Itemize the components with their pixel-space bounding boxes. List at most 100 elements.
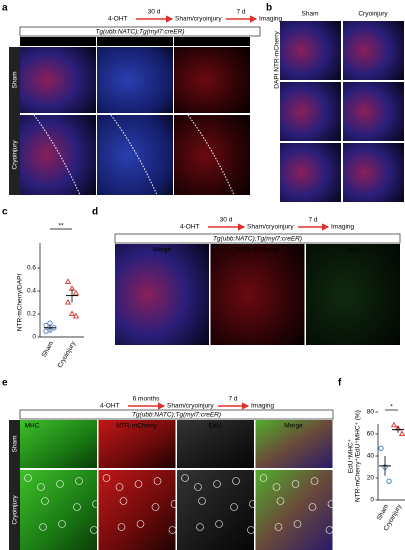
micrograph [255, 470, 333, 550]
edu-circle [115, 483, 124, 491]
timeline-end: Imaging [259, 16, 283, 23]
edu-circle [181, 474, 189, 482]
edu-circle [58, 520, 66, 528]
data-point [398, 430, 405, 437]
timeline-interval: 6 months [133, 396, 160, 403]
panel-label: b [266, 3, 272, 14]
micrograph [255, 420, 333, 468]
data-point [390, 421, 398, 428]
micrograph [306, 244, 400, 345]
edu-circle [39, 523, 47, 531]
column-header-bg [20, 37, 96, 46]
x-tick-label: Sham [41, 340, 56, 358]
data-point [72, 312, 80, 319]
edu-circle [24, 474, 32, 482]
column-header: NTR-mCherry [237, 247, 278, 254]
data-point [72, 289, 80, 296]
header-box [114, 233, 401, 244]
stain-label: DAPI NTR-mCherry [274, 31, 281, 89]
timeline-event: Sham/cryoinjury [167, 403, 214, 410]
timeline-end: Imaging [251, 403, 275, 410]
timeline-start: 4-OHT [100, 403, 120, 410]
micrograph [98, 420, 176, 468]
data-point [64, 298, 72, 305]
column-header: EdU [209, 423, 222, 430]
panel-label: d [92, 207, 98, 218]
column-header-bg [174, 37, 250, 46]
edu-circle [90, 526, 98, 534]
y-axis-label: EdU⁺MHC⁺ [348, 438, 355, 473]
edu-circle [232, 477, 240, 485]
timeline-event: Sham/cryoinjury [247, 224, 294, 231]
edu-circle [37, 483, 45, 491]
column-header: Merge [49, 39, 68, 46]
row-label-bg [9, 47, 20, 195]
column-header: NTR-mCherry [192, 39, 233, 46]
micrograph [280, 21, 341, 80]
micrograph [98, 470, 176, 550]
edu-circle [136, 520, 145, 528]
timeline-interval: 7 d [228, 396, 237, 403]
edu-circle [259, 474, 268, 482]
micrograph [280, 82, 341, 141]
micrograph [210, 244, 305, 345]
timeline-interval: 7 d [236, 9, 245, 16]
header-text: Tg(ubb:NATC);Tg(myl7:creER) [213, 236, 302, 243]
edu-circle [327, 500, 336, 508]
data-point [378, 445, 384, 451]
y-axis-label: NTR-mCherry⁺/EdU⁺MHC⁺ (%) [355, 410, 362, 502]
micrograph [20, 420, 97, 468]
edu-circle [134, 480, 143, 488]
edu-circle [215, 520, 223, 528]
row-label: Tg(ubb:NATC);Tg(myl7:creER) [268, 65, 275, 154]
x-tick-label: Cryoinjury [57, 340, 78, 369]
edu-circle [75, 477, 83, 485]
edu-circle [153, 477, 162, 485]
y-tick-label: 0.4 [27, 288, 36, 295]
row-label: Sham [12, 72, 19, 89]
header-text: Tg(ubb:NATC);Tg(myl7:creER) [95, 29, 184, 36]
y-axis-label: NTR-mCherry/DAPI [17, 274, 24, 332]
data-point [386, 478, 392, 484]
edu-circle [274, 523, 283, 531]
edu-circle [41, 497, 49, 505]
data-point [64, 278, 72, 284]
row-label: Cryoinjury [12, 140, 19, 170]
timeline-start: 4-OHT [108, 16, 128, 23]
micrograph [280, 143, 341, 202]
micrograph [20, 470, 97, 550]
micrograph [115, 244, 209, 345]
row-label: Sham [12, 436, 19, 453]
edu-circle [102, 474, 111, 482]
micrograph [177, 470, 254, 550]
column-header: Cryoinjury [358, 11, 388, 18]
edu-circle [151, 503, 160, 511]
y-tick-label: 40 [367, 453, 375, 460]
edu-circle [291, 480, 300, 488]
edu-circle [230, 503, 238, 511]
edu-circle [276, 497, 285, 505]
header-box [19, 409, 334, 420]
micrograph [174, 115, 250, 195]
column-header: MHC [25, 423, 40, 430]
y-tick-label: 0 [32, 334, 36, 341]
micrograph [343, 82, 404, 141]
y-tick-label: 0.6 [27, 265, 36, 272]
edu-circle [117, 523, 126, 531]
edu-circle [119, 497, 128, 505]
column-header-bg [97, 37, 173, 46]
panel-label: a [2, 3, 8, 14]
column-header: Sham [302, 11, 319, 18]
panel-label: c [2, 207, 8, 218]
edu-circle [247, 526, 255, 534]
y-tick-label: 80 [367, 409, 375, 416]
edu-circle [308, 503, 317, 511]
timeline-end: Imaging [331, 224, 355, 231]
edu-circle [213, 480, 221, 488]
micrograph [20, 47, 96, 113]
column-header: DAPI [127, 39, 142, 46]
y-tick-label: 60 [367, 431, 375, 438]
edu-circle [56, 480, 64, 488]
edu-circle [272, 483, 281, 491]
